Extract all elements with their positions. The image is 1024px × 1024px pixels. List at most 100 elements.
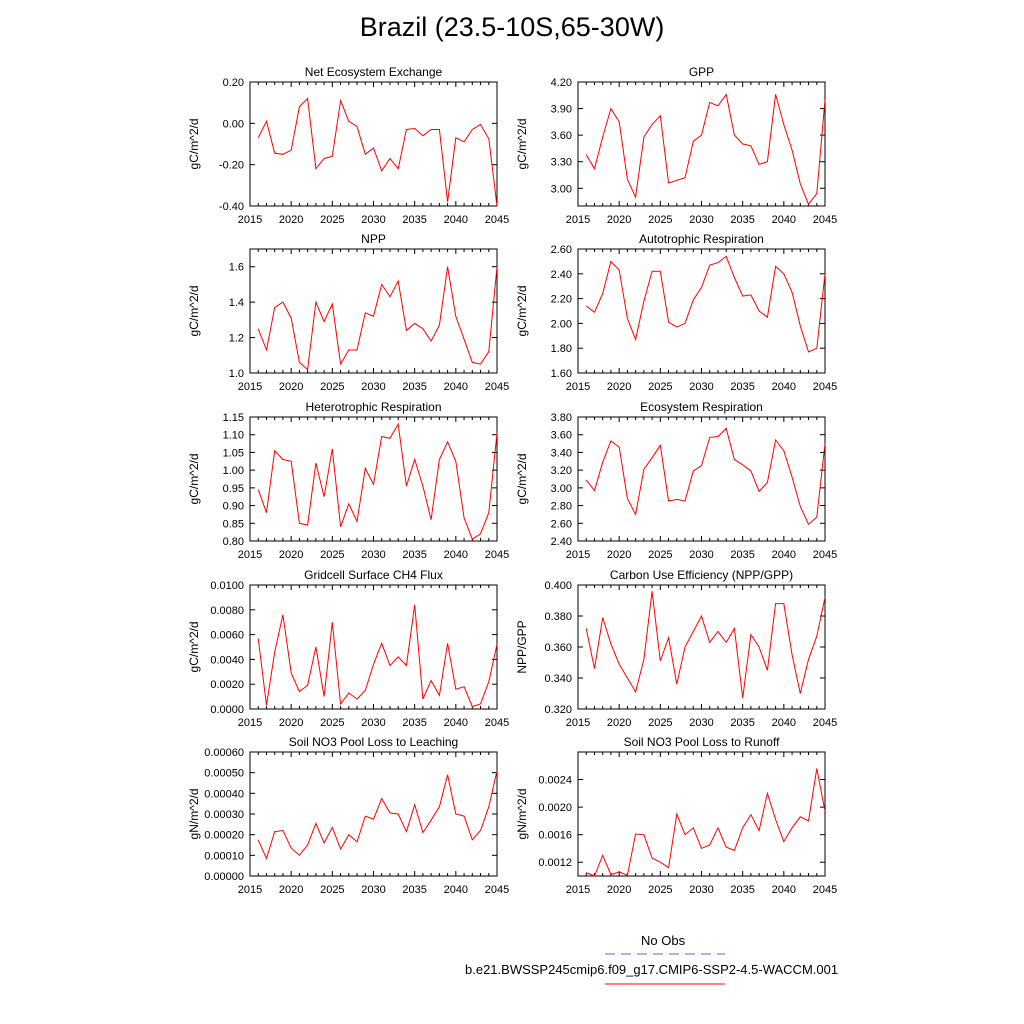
panel-8-ytick-label: 0.400: [544, 580, 572, 592]
legend-model-label: b.e21.BWSSP245cmip6.f09_g17.CMIP6-SSP2-4…: [465, 962, 839, 977]
panel-1-xtick-label: 2015: [238, 214, 262, 226]
panel-7-ytick-label: 0.0060: [210, 630, 244, 642]
panel-9-ytick-label: 0.00020: [204, 830, 244, 842]
panel-7-xtick-label: 2035: [402, 717, 426, 729]
panel-8-xtick-label: 2020: [607, 717, 631, 729]
panel-2-xtick-label: 2035: [730, 214, 754, 226]
panel-7-ytick-label: 0.0080: [210, 605, 244, 617]
panel-4-ytick-label: 2.60: [551, 244, 572, 256]
panel-8-xtick-label: 2035: [730, 717, 754, 729]
panel-5-ytick-label: 1.15: [223, 412, 244, 424]
panel-4-title: Autotrophic Respiration: [639, 232, 764, 246]
panel-7-xtick-label: 2040: [444, 717, 468, 729]
panel-4-xtick-label: 2045: [813, 381, 837, 393]
panel-10-xtick-label: 2040: [772, 884, 796, 896]
panel-1-ylabel: gC/m^2/d: [187, 119, 201, 170]
panel-9-ytick-label: 0.00000: [204, 871, 244, 883]
panel-10-ytick-label: 0.0024: [538, 775, 572, 787]
panel-1-xtick-label: 2035: [402, 214, 426, 226]
panel-7-title: Gridcell Surface CH4 Flux: [304, 568, 443, 582]
panel-7-xtick-label: 2025: [320, 717, 344, 729]
panel-4-ytick-label: 2.20: [551, 294, 572, 306]
panel-7-xtick-label: 2015: [238, 717, 262, 729]
panel-5-ylabel: gC/m^2/d: [187, 454, 201, 505]
panel-8-xtick-label: 2040: [772, 717, 796, 729]
panel-4-ytick-label: 2.40: [551, 269, 572, 281]
panel-7-series-line-1: [257, 604, 498, 708]
panel-10-xtick-label: 2035: [730, 884, 754, 896]
panel-9-xtick-label: 2045: [485, 884, 509, 896]
panel-10-series-line-1: [586, 768, 826, 877]
legend-obs-label: No Obs: [641, 933, 686, 948]
panel-1-ytick-label: -0.20: [219, 160, 244, 172]
panel-6-ytick-label: 2.80: [551, 501, 572, 513]
panel-4-ylabel: gC/m^2/d: [515, 286, 529, 337]
panel-3-xtick-label: 2015: [238, 381, 262, 393]
panel-2-xtick-label: 2020: [607, 214, 631, 226]
panel-1-ytick-label: 0.20: [223, 77, 244, 89]
panel-5-ytick-label: 0.95: [223, 483, 244, 495]
panel-6-title: Ecosystem Respiration: [640, 400, 763, 414]
panel-9-ytick-label: 0.00060: [204, 747, 244, 759]
panel-5-frame: [249, 416, 498, 542]
panel-3-series-line-1: [257, 266, 498, 371]
panel-5-xtick-label: 2025: [320, 549, 344, 561]
panel-6-ytick-label: 3.60: [551, 430, 572, 442]
panel-6-xtick-label: 2015: [566, 549, 590, 561]
panel-6-xtick-label: 2035: [730, 549, 754, 561]
panel-3-xtick-label: 2045: [485, 381, 509, 393]
panel-9-ytick-label: 0.00050: [204, 768, 244, 780]
panel-5-xtick-label: 2045: [485, 549, 509, 561]
panel-5-ytick-label: 0.85: [223, 518, 244, 530]
panel-10-ytick-label: 0.0012: [538, 857, 572, 869]
panel-6-ytick-label: 3.00: [551, 483, 572, 495]
panel-9-xtick-label: 2035: [402, 884, 426, 896]
panel-2-xtick-label: 2030: [689, 214, 713, 226]
panel-9-xtick-label: 2025: [320, 884, 344, 896]
panel-9-ytick-label: 0.00030: [204, 809, 244, 821]
panel-9-ylabel: gN/m^2/d: [187, 789, 201, 840]
panel-2-ytick-label: 3.30: [551, 157, 572, 169]
panel-10-ytick-label: 0.0016: [538, 830, 572, 842]
panel-2-ytick-label: 3.60: [551, 130, 572, 142]
panel-10-xtick-label: 2020: [607, 884, 631, 896]
panel-6-xtick-label: 2040: [772, 549, 796, 561]
panel-8-series-line-1: [585, 591, 826, 699]
panel-5-title: Heterotrophic Respiration: [305, 400, 441, 414]
panel-9-frame: [249, 751, 498, 877]
panel-9-series-line-1: [257, 770, 498, 860]
panel-1-xtick-label: 2025: [320, 214, 344, 226]
panel-2-xtick-label: 2015: [566, 214, 590, 226]
panel-6-ytick-label: 2.60: [551, 518, 572, 530]
panel-8-ytick-label: 0.380: [544, 611, 572, 623]
panel-3-ytick-label: 1.2: [229, 333, 244, 345]
panel-3-xtick-label: 2040: [444, 381, 468, 393]
panel-9-xtick-label: 2015: [238, 884, 262, 896]
panel-4-xtick-label: 2035: [730, 381, 754, 393]
panel-3-xtick-label: 2030: [361, 381, 385, 393]
panel-5-xtick-label: 2030: [361, 549, 385, 561]
panel-4-ytick-label: 1.60: [551, 368, 572, 380]
panel-7-xtick-label: 2020: [279, 717, 303, 729]
panel-8-ytick-label: 0.360: [544, 642, 572, 654]
panel-10-title: Soil NO3 Pool Loss to Runoff: [624, 735, 781, 749]
panel-3-xtick-label: 2025: [320, 381, 344, 393]
panel-2-ytick-label: 4.20: [551, 77, 572, 89]
panel-3-title: NPP: [361, 232, 386, 246]
panel-1-xtick-label: 2030: [361, 214, 385, 226]
panel-6-xtick-label: 2030: [689, 549, 713, 561]
panel-3-xtick-label: 2035: [402, 381, 426, 393]
panel-10-xtick-label: 2025: [648, 884, 672, 896]
panel-2-xtick-label: 2045: [813, 214, 837, 226]
panel-7-ytick-label: 0.0040: [210, 654, 244, 666]
panel-5-xtick-label: 2015: [238, 549, 262, 561]
panel-5-ytick-label: 1.05: [223, 447, 244, 459]
panel-5-series-line-1: [257, 422, 498, 540]
panel-8-xtick-label: 2025: [648, 717, 672, 729]
panel-4-frame: [577, 248, 826, 374]
panel-9-ytick-label: 0.00040: [204, 788, 244, 800]
panel-10-ylabel: gN/m^2/d: [515, 789, 529, 840]
panel-5-ytick-label: 0.90: [223, 501, 244, 513]
panel-6-xtick-label: 2025: [648, 549, 672, 561]
